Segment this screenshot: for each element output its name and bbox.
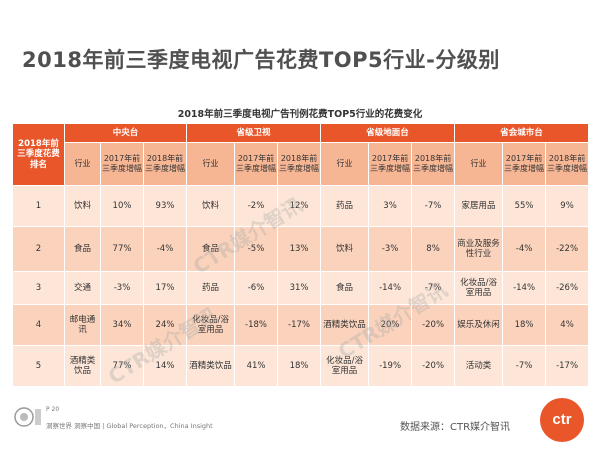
rank-cell: 4 [12,304,65,346]
growth-2018-cell: -4% [142,226,188,272]
col-header-2017: 2017年前三季度增幅 [100,142,144,186]
industry-cell: 交通 [64,271,101,305]
industry-cell: 饮料 [64,185,101,227]
growth-2017-cell: -6% [234,271,279,305]
growth-2017-cell: 10% [100,185,144,227]
industry-cell: 食品 [64,226,101,272]
growth-2018-cell: 93% [142,185,188,227]
table-row: 5 酒精类饮品 77% 14% 酒精类饮品 41% 18% 化妆品/浴室用品 -19% -20% 活… [12,345,590,387]
footer-slogan: 洞察世界 洞察中国 | Global Perception，China Insi… [46,422,213,430]
industry-cell: 酒精类饮品 [186,345,236,387]
industry-cell: 饮料 [320,226,370,272]
growth-2018-cell: -26% [545,271,590,305]
industry-cell: 饮料 [186,185,236,227]
industry-cell: 酒精类饮品 [64,345,101,387]
growth-2017-cell: 77% [100,226,144,272]
growth-2018-cell: 17% [142,271,188,305]
group-header: 省级地面台 [320,123,456,143]
table-row: 4 邮电通讯 34% 24% 化妆品/浴室用品 -18% -17% 酒精类饮品 20% -20% 娱… [12,304,590,346]
industry-cell: 活动类 [454,345,504,387]
rank-cell: 2 [12,226,65,272]
growth-2018-cell: -20% [411,304,456,346]
growth-2018-cell: 8% [411,226,456,272]
industry-cell: 酒精类饮品 [320,304,370,346]
industry-table: 2018年前三季度花费排名 中央台 省级卫视 省级地面台 省会城市台 行业 20… [12,123,590,387]
growth-2018-cell: -22% [545,226,590,272]
growth-2017-cell: -2% [234,185,279,227]
industry-cell: 药品 [186,271,236,305]
col-header-2017: 2017年前三季度增幅 [234,142,279,186]
rank-cell: 3 [12,271,65,305]
growth-2017-cell: -18% [234,304,279,346]
growth-2017-cell: 55% [502,185,547,227]
growth-2018-cell: -7% [411,271,456,305]
table-row: 1 饮料 10% 93% 饮料 -2% 12% 药品 3% -7% 家居用品 55% 9% [12,185,590,227]
data-source: 数据来源：CTR媒介智讯 [400,422,511,433]
group-header: 省会城市台 [454,123,590,143]
growth-2018-cell: 13% [277,226,322,272]
col-header-2018: 2018年前三季度增幅 [142,142,188,186]
industry-cell: 化妆品/浴室用品 [454,271,504,305]
growth-2017-cell: 41% [234,345,279,387]
table-title: 2018年前三季度电视广告刊例花费TOP5行业的花费变化 [177,109,423,120]
page-number: P 20 [46,406,60,413]
industry-cell: 娱乐及休闲 [454,304,504,346]
growth-2017-cell: -4% [502,226,547,272]
growth-2017-cell: -3% [368,226,413,272]
col-header-industry: 行业 [64,142,101,186]
col-header-2018: 2018年前三季度增幅 [545,142,590,186]
rank-cell: 1 [12,185,65,227]
industry-cell: 药品 [320,185,370,227]
growth-2018-cell: -17% [545,345,590,387]
growth-2017-cell: -14% [502,271,547,305]
growth-2017-cell: -5% [234,226,279,272]
growth-2017-cell: -19% [368,345,413,387]
growth-2018-cell: 9% [545,185,590,227]
growth-2017-cell: 34% [100,304,144,346]
industry-cell: 家居用品 [454,185,504,227]
industry-cell: 食品 [186,226,236,272]
rank-cell: 5 [12,345,65,387]
growth-2018-cell: -20% [411,345,456,387]
group-header: 省级卫视 [186,123,322,143]
col-header-2017: 2017年前三季度增幅 [368,142,413,186]
growth-2018-cell: -7% [411,185,456,227]
group-header: 中央台 [63,123,188,143]
industry-cell: 商业及服务性行业 [454,226,504,272]
page-title: 2018年前三季度电视广告花费TOP5行业-分级别 [22,48,500,72]
industry-cell: 化妆品/浴室用品 [320,345,370,387]
table-row: 3 交通 -3% 17% 药品 -6% 31% 食品 -14% -7% 化妆品/浴室用品 -14% -2… [12,271,590,305]
col-header-industry: 行业 [454,142,504,186]
growth-2017-cell: 77% [100,345,144,387]
growth-2017-cell: -7% [502,345,547,387]
growth-2017-cell: -3% [100,271,144,305]
growth-2018-cell: -17% [277,304,322,346]
growth-2018-cell: 24% [142,304,188,346]
col-header-industry: 行业 [186,142,236,186]
growth-2017-cell: 20% [368,304,413,346]
table-row: 2 食品 77% -4% 食品 -5% 13% 饮料 -3% 8% 商业及服务性行业 -4% -22% [12,226,590,272]
rank-header: 2018年前三季度花费排名 [12,123,65,186]
growth-2017-cell: -14% [368,271,413,305]
growth-2018-cell: 4% [545,304,590,346]
ctr-logo: ctr [540,398,584,442]
industry-cell: 食品 [320,271,370,305]
col-header-industry: 行业 [320,142,370,186]
industry-cell: 化妆品/浴室用品 [186,304,236,346]
col-header-2018: 2018年前三季度增幅 [277,142,322,186]
growth-2018-cell: 12% [277,185,322,227]
growth-2018-cell: 18% [277,345,322,387]
growth-2017-cell: 18% [502,304,547,346]
col-header-2017: 2017年前三季度增幅 [502,142,547,186]
industry-cell: 邮电通讯 [64,304,101,346]
growth-2018-cell: 31% [277,271,322,305]
col-header-2018: 2018年前三季度增幅 [411,142,456,186]
growth-2017-cell: 3% [368,185,413,227]
growth-2018-cell: 14% [142,345,188,387]
certification-badge-icon [14,407,41,427]
logo-text: ctr [552,411,572,428]
